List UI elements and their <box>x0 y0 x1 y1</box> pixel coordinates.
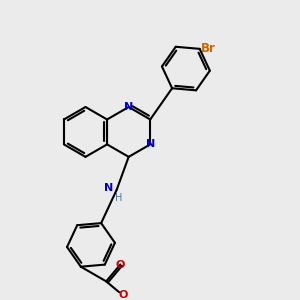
Text: O: O <box>118 290 128 300</box>
Text: N: N <box>146 140 155 149</box>
Text: N: N <box>104 183 113 194</box>
Text: N: N <box>124 102 133 112</box>
Text: H: H <box>115 193 122 203</box>
Text: Br: Br <box>201 42 216 56</box>
Text: O: O <box>116 260 125 269</box>
